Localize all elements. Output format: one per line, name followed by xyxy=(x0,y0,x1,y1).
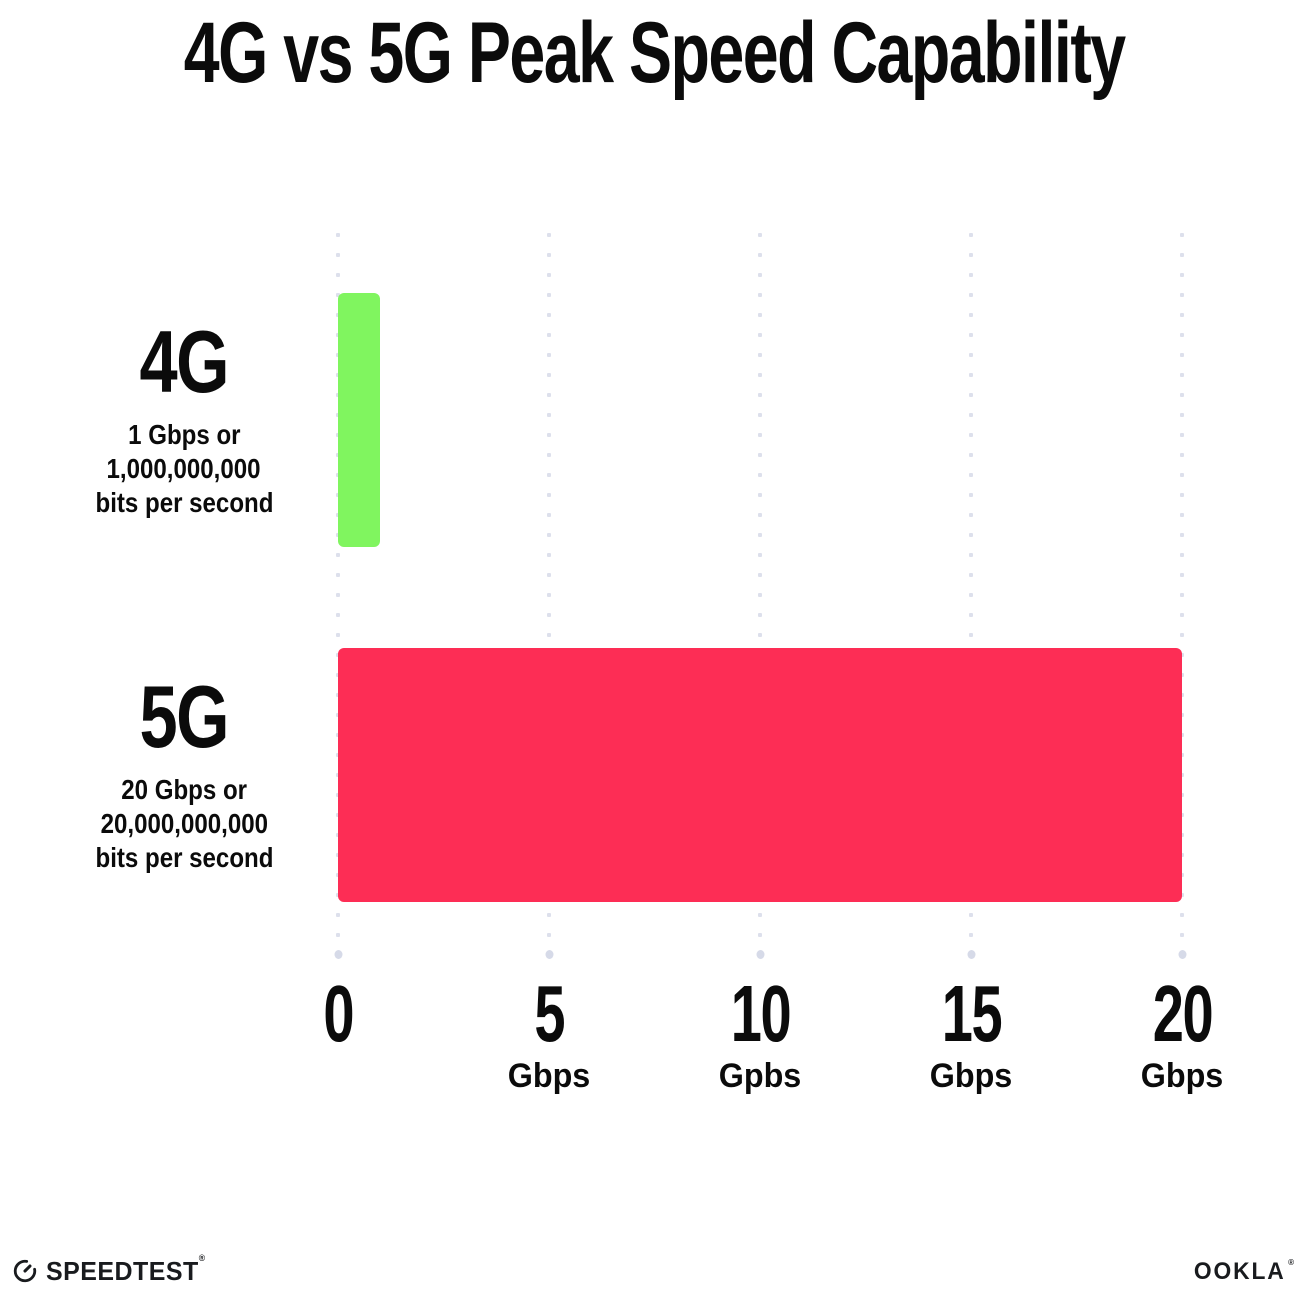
x-tick-10-unit: Gpbs xyxy=(718,1057,802,1095)
bar-4g xyxy=(338,293,381,547)
row-label-4g-subline-2: 1,000,000,000 xyxy=(107,452,261,484)
row-label-5g-subline-3: bits per second xyxy=(95,841,273,873)
ookla-wordmark: OOKLA xyxy=(1194,1258,1287,1285)
row-label-5g-subline-2: 20,000,000,000 xyxy=(100,807,268,839)
x-tick-5-unit: Gbps xyxy=(507,1057,591,1095)
chart-title: 4G vs 5G Peak Speed Capability xyxy=(0,10,1308,96)
row-label-5g-subline-1: 20 Gbps or xyxy=(121,773,247,805)
x-tick-5: 5 Gbps xyxy=(449,969,649,1095)
x-tick-15: 15 Gbps xyxy=(871,969,1071,1095)
gridline-20 xyxy=(1179,225,1185,955)
bar-5g xyxy=(338,648,1182,902)
speedtest-registered-mark: ® xyxy=(198,1253,206,1263)
gridline-10 xyxy=(757,225,763,955)
gridline-15 xyxy=(968,225,974,955)
x-tick-10: 10 Gpbs xyxy=(660,969,860,1095)
row-label-5g: 5G 20 Gbps or 20,000,000,000 bits per se… xyxy=(36,648,332,902)
row-label-4g-subline-1: 1 Gbps or xyxy=(127,418,241,450)
row-label-4g-subline-3: bits per second xyxy=(95,486,273,518)
ookla-logo: OOKLA ® xyxy=(1189,1258,1294,1285)
x-tick-20-value: 20 xyxy=(1152,969,1213,1058)
speedtest-wordmark: SPEEDTEST® xyxy=(46,1253,206,1286)
x-tick-15-value: 15 xyxy=(941,969,1002,1058)
chart-title-text: 4G vs 5G Peak Speed Capability xyxy=(183,5,1126,101)
speedtest-gauge-icon xyxy=(12,1258,38,1284)
row-label-4g: 4G 1 Gbps or 1,000,000,000 bits per seco… xyxy=(36,293,332,547)
x-tick-15-unit: Gbps xyxy=(929,1057,1013,1095)
row-label-5g-name: 5G xyxy=(139,666,230,766)
x-tick-20-unit: Gbps xyxy=(1140,1057,1224,1095)
speedtest-logo: SPEEDTEST® xyxy=(12,1253,212,1286)
gridline-5 xyxy=(546,225,552,955)
x-tick-0-value: 0 xyxy=(323,969,354,1058)
plot-area xyxy=(335,225,1185,955)
x-tick-10-value: 10 xyxy=(730,969,791,1058)
x-tick-0: 0 xyxy=(238,969,438,1059)
ookla-registered-mark: ® xyxy=(1288,1258,1294,1267)
row-label-4g-name: 4G xyxy=(139,311,230,411)
gridline-0 xyxy=(335,225,341,955)
x-tick-5-value: 5 xyxy=(534,969,565,1058)
x-tick-20: 20 Gbps xyxy=(1082,969,1282,1095)
